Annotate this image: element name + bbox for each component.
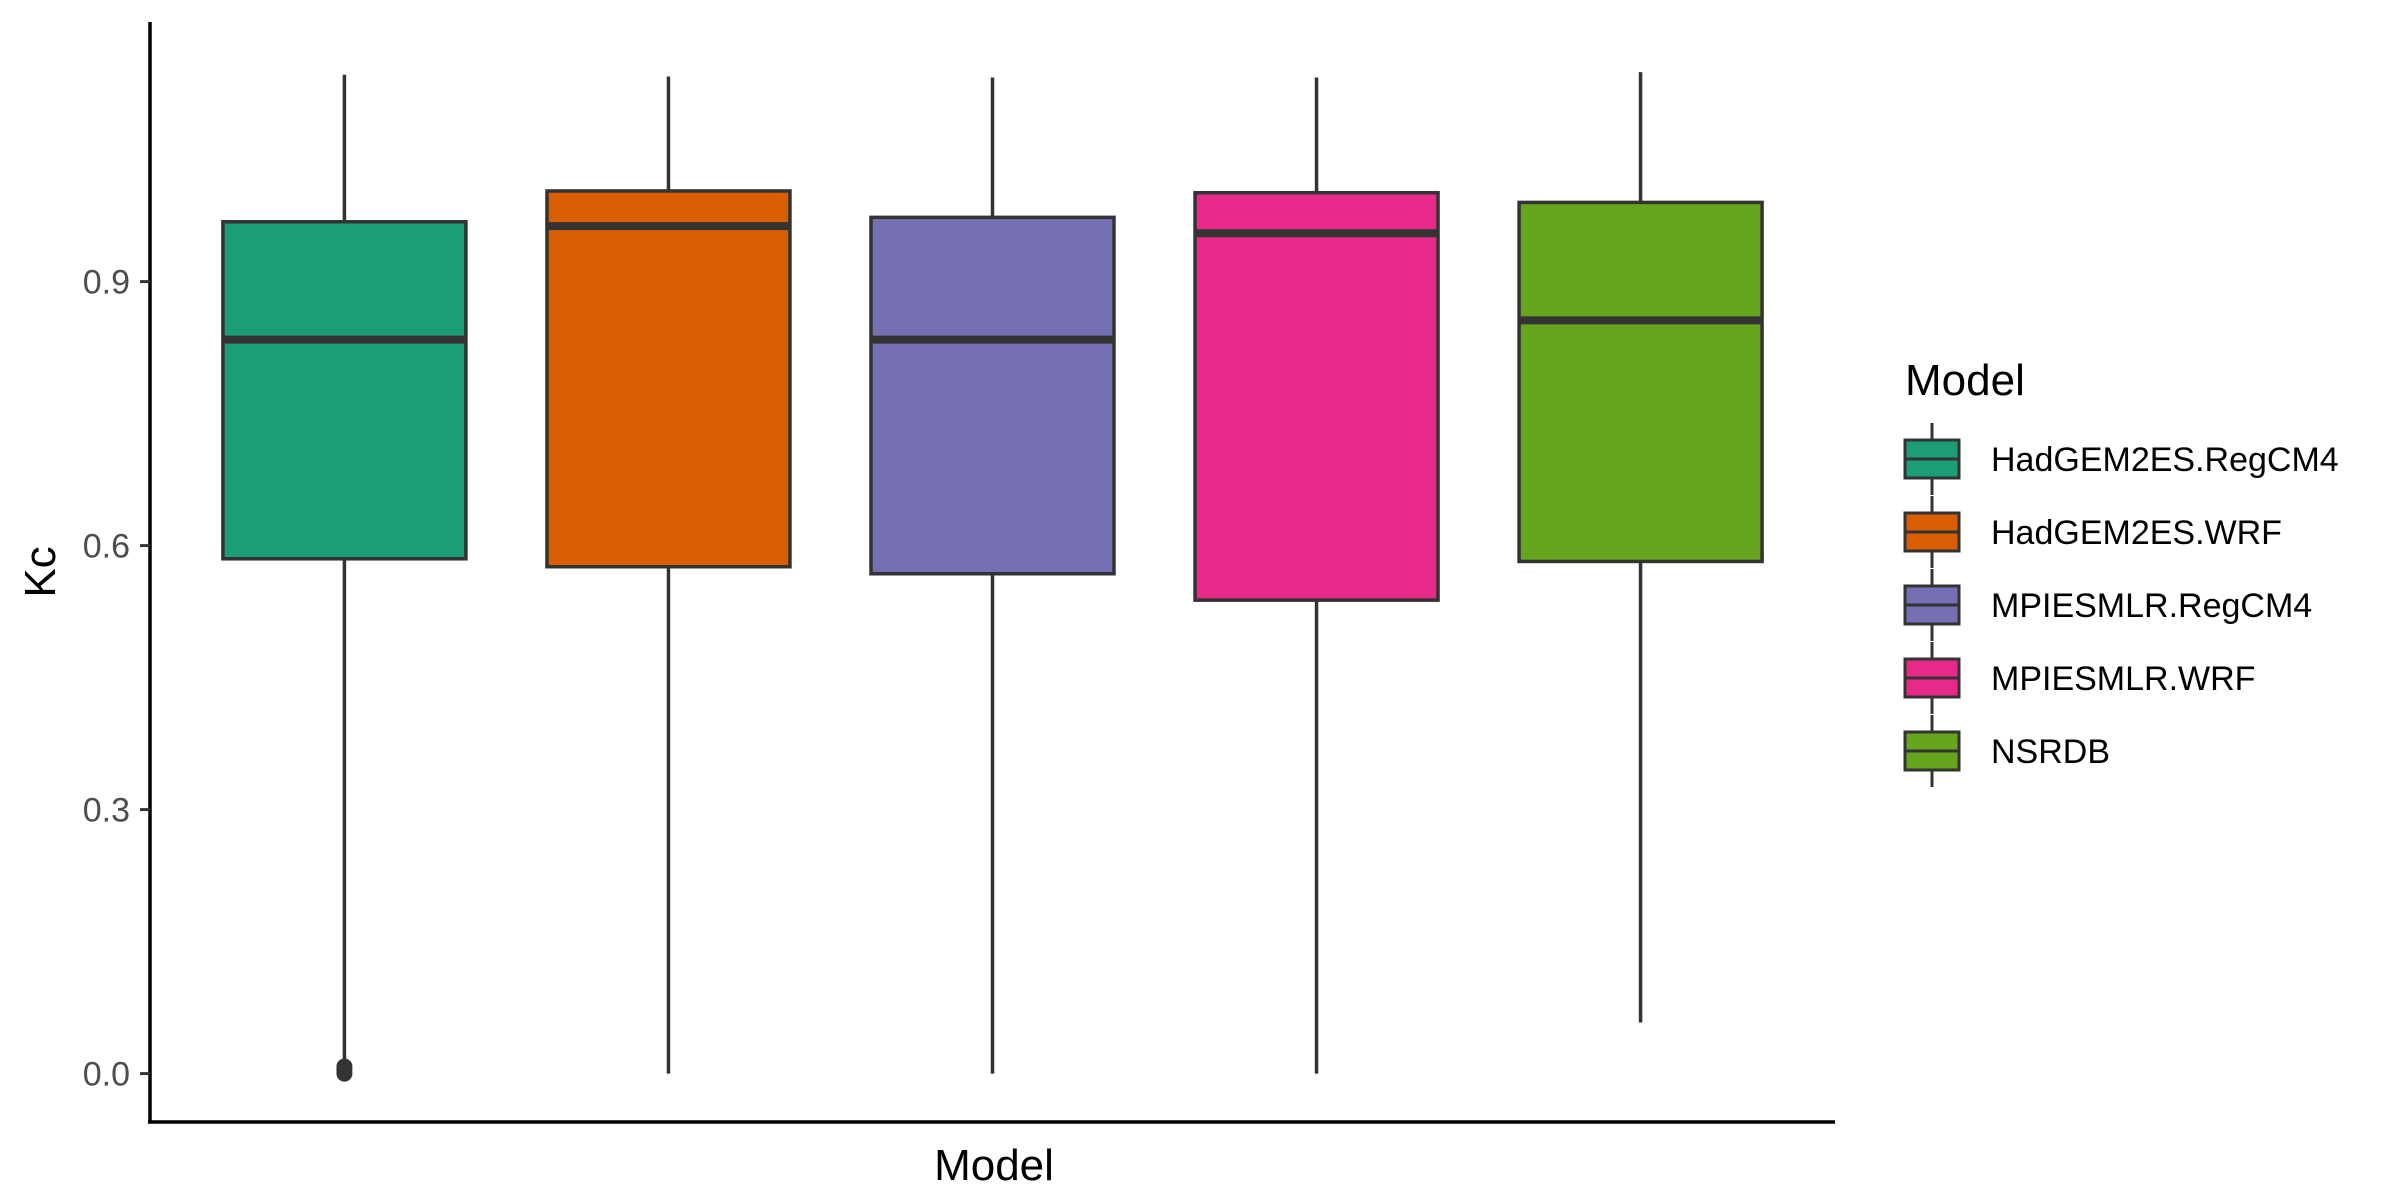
box-iqr [545,189,792,569]
legend-item-mpiesmlr-wrf: MPIESMLR.WRF [1903,642,2255,714]
box-iqr [221,220,468,561]
legend-item-nsrdb: NSRDB [1903,715,2110,787]
y-axis-title: Kc [16,546,65,597]
legend: Model HadGEM2ES.RegCM4 HadGEM2ES.WRF MPIES… [1903,356,2339,787]
legend-item-mpiesmlr-regcm4: MPIESMLR.RegCM4 [1903,569,2312,641]
box-hadgem2es-regcm4 [221,74,468,1082]
box-hadgem2es-wrf [545,76,792,1074]
legend-title: Model [1905,356,2025,405]
plot-area [221,72,1764,1082]
legend-item-hadgem2es-wrf: HadGEM2ES.WRF [1903,496,2282,568]
y-tick-label: 0.0 [83,1056,130,1094]
outlier-point [336,1058,353,1075]
y-tick-label: 0.3 [83,792,130,830]
legend-label: NSRDB [1991,733,2110,771]
box-nsrdb [1517,72,1764,1023]
y-tick-label: 0.9 [83,264,130,302]
box-mpiesmlr-wrf [1193,77,1440,1074]
box-iqr [1193,190,1440,602]
box-iqr [1517,200,1764,564]
y-ticks: 0.0 0.3 0.6 0.9 [83,264,150,1094]
legend-items: HadGEM2ES.RegCM4 HadGEM2ES.WRF MPIESMLR.Re… [1903,423,2339,787]
box-iqr [869,215,1116,576]
legend-label: MPIESMLR.RegCM4 [1991,587,2312,625]
legend-label: HadGEM2ES.RegCM4 [1991,441,2339,479]
y-tick-label: 0.6 [83,528,130,566]
box-mpiesmlr-regcm4 [869,77,1116,1074]
axes: 0.0 0.3 0.6 0.9 Model Kc [16,22,1835,1190]
legend-label: MPIESMLR.WRF [1991,660,2255,698]
x-axis-title: Model [934,1141,1054,1190]
legend-item-hadgem2es-regcm4: HadGEM2ES.RegCM4 [1903,423,2339,495]
legend-label: HadGEM2ES.WRF [1991,514,2282,552]
